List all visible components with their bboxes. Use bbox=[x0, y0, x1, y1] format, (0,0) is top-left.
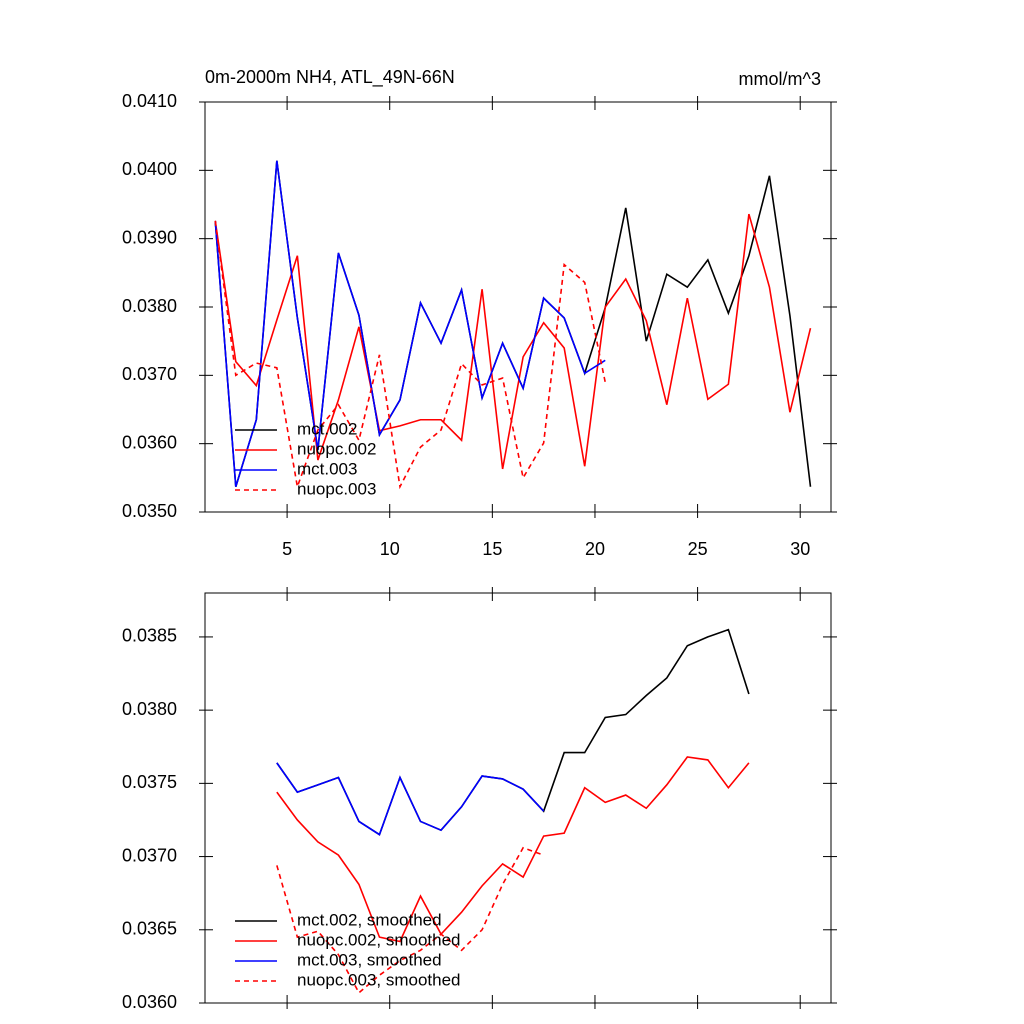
legend-label: mct.003, smoothed bbox=[297, 950, 442, 969]
chart-title: 0m-2000m NH4, ATL_49N-66N bbox=[205, 67, 455, 88]
series-line bbox=[276, 762, 545, 836]
x-tick-label: 25 bbox=[688, 539, 708, 559]
y-tick-label: 0.0365 bbox=[122, 919, 177, 939]
y-tick-label: 0.0360 bbox=[122, 992, 177, 1012]
y-tick-label: 0.0370 bbox=[122, 845, 177, 865]
x-tick-label: 15 bbox=[482, 539, 502, 559]
series-line bbox=[214, 160, 606, 487]
legend-label: mct.002, smoothed bbox=[297, 910, 442, 929]
legend-label: nuopc.002, smoothed bbox=[297, 930, 461, 949]
y-tick-label: 0.0380 bbox=[122, 699, 177, 719]
series-line bbox=[276, 756, 750, 943]
legend-label: nuopc.003 bbox=[297, 479, 376, 498]
x-tick-label: 5 bbox=[282, 539, 292, 559]
plot-frame bbox=[204, 592, 832, 1004]
y-tick-label: 0.0410 bbox=[122, 91, 177, 111]
x-tick-label: 30 bbox=[790, 539, 810, 559]
legend-label: nuopc.003, smoothed bbox=[297, 970, 461, 989]
y-tick-label: 0.0370 bbox=[122, 364, 177, 384]
legend-label: mct.002 bbox=[297, 419, 357, 438]
series-line bbox=[276, 628, 750, 836]
legend-label: mct.003 bbox=[297, 459, 357, 478]
units-label: mmol/m^3 bbox=[739, 69, 821, 89]
y-tick-label: 0.0400 bbox=[122, 159, 177, 179]
x-tick-label: 20 bbox=[585, 539, 605, 559]
y-tick-label: 0.0360 bbox=[122, 432, 177, 452]
series-line bbox=[214, 220, 607, 490]
y-tick-label: 0.0385 bbox=[122, 626, 177, 646]
y-tick-label: 0.0390 bbox=[122, 227, 177, 247]
y-tick-label: 0.0350 bbox=[122, 501, 177, 521]
y-tick-label: 0.0375 bbox=[122, 772, 177, 792]
legend-label: nuopc.002 bbox=[297, 439, 376, 458]
series-line bbox=[276, 846, 544, 995]
x-tick-label: 10 bbox=[380, 539, 400, 559]
y-tick-label: 0.0380 bbox=[122, 296, 177, 316]
